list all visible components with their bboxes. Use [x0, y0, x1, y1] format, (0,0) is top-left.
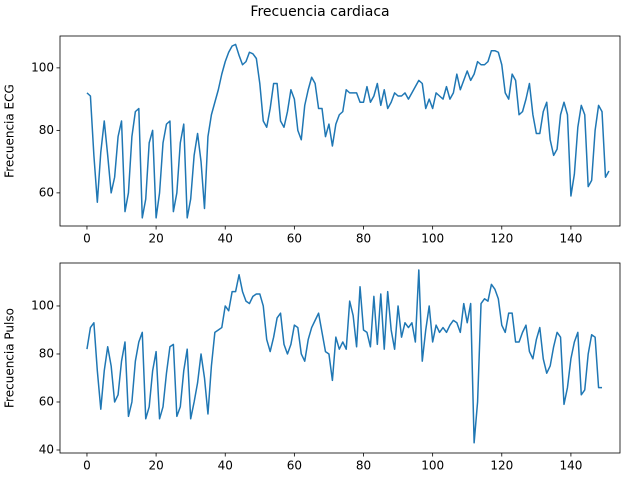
x-tick-label: 60: [287, 232, 302, 246]
y-tick-label: 100: [31, 60, 54, 74]
axes-frame: [59, 35, 621, 227]
x-tick-label: 140: [559, 232, 582, 246]
data-line: [86, 43, 610, 219]
y-axis-label: Frecuencia ECG: [3, 84, 17, 178]
axes-frame: [59, 262, 621, 454]
y-tick-label: 80: [39, 346, 54, 360]
x-tick-label: 100: [421, 232, 444, 246]
x-tick-label: 20: [148, 459, 163, 473]
axes: 0 20 40 60 80 100 120 140 40 60 80 100 Frecuencia Pu…: [3, 262, 621, 473]
x-tick-label: 40: [218, 459, 233, 473]
x-tick-label: 140: [559, 459, 582, 473]
x-tick-label: 80: [356, 232, 371, 246]
x-tick-label: 120: [490, 232, 513, 246]
x-tick-label: 80: [356, 459, 371, 473]
y-tick-label: 60: [39, 185, 54, 199]
x-tick-label: 100: [421, 459, 444, 473]
x-tick-label: 60: [287, 459, 302, 473]
x-tick-label: 0: [83, 459, 91, 473]
axes: 0 20 40 60 80 100 120 140 60 80 100 Frecuencia ECG: [3, 35, 621, 246]
figure-title: Frecuencia cardiaca: [250, 4, 389, 20]
y-tick-label: 40: [39, 442, 54, 456]
y-tick-label: 100: [31, 298, 54, 312]
y-axis-label: Frecuencia Pulso: [3, 308, 17, 408]
y-tick-label: 80: [39, 123, 54, 137]
data-line: [86, 269, 603, 444]
x-tick-label: 20: [148, 232, 163, 246]
x-tick-label: 40: [218, 232, 233, 246]
x-tick-label: 120: [490, 459, 513, 473]
x-tick-label: 0: [83, 232, 91, 246]
y-tick-label: 60: [39, 394, 54, 408]
